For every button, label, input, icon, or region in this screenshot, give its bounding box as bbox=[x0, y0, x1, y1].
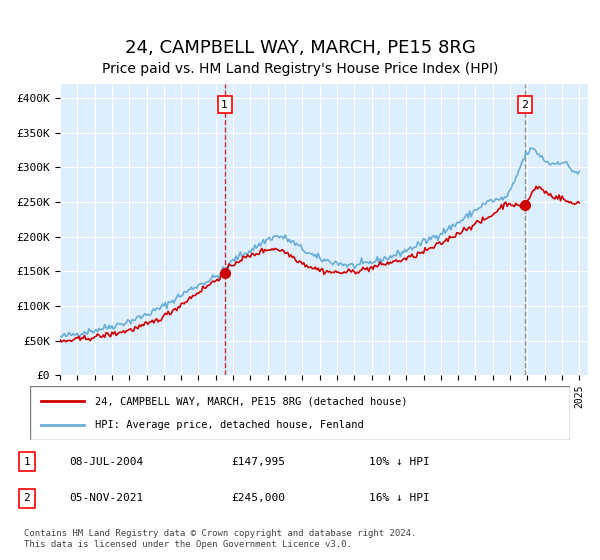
Text: 2: 2 bbox=[23, 493, 30, 503]
FancyBboxPatch shape bbox=[30, 386, 570, 440]
Text: 24, CAMPBELL WAY, MARCH, PE15 8RG: 24, CAMPBELL WAY, MARCH, PE15 8RG bbox=[125, 39, 475, 57]
Text: 08-JUL-2004: 08-JUL-2004 bbox=[70, 457, 144, 467]
Text: Contains HM Land Registry data © Crown copyright and database right 2024.
This d: Contains HM Land Registry data © Crown c… bbox=[24, 529, 416, 549]
Text: 24, CAMPBELL WAY, MARCH, PE15 8RG (detached house): 24, CAMPBELL WAY, MARCH, PE15 8RG (detac… bbox=[95, 396, 407, 407]
Text: £147,995: £147,995 bbox=[231, 457, 285, 467]
Text: 16% ↓ HPI: 16% ↓ HPI bbox=[369, 493, 430, 503]
Text: 05-NOV-2021: 05-NOV-2021 bbox=[70, 493, 144, 503]
Text: 1: 1 bbox=[23, 457, 30, 467]
Text: 2: 2 bbox=[521, 100, 528, 110]
Text: 1: 1 bbox=[221, 100, 229, 110]
Text: £245,000: £245,000 bbox=[231, 493, 285, 503]
Text: Price paid vs. HM Land Registry's House Price Index (HPI): Price paid vs. HM Land Registry's House … bbox=[102, 62, 498, 76]
Text: 10% ↓ HPI: 10% ↓ HPI bbox=[369, 457, 430, 467]
Text: HPI: Average price, detached house, Fenland: HPI: Average price, detached house, Fenl… bbox=[95, 419, 364, 430]
